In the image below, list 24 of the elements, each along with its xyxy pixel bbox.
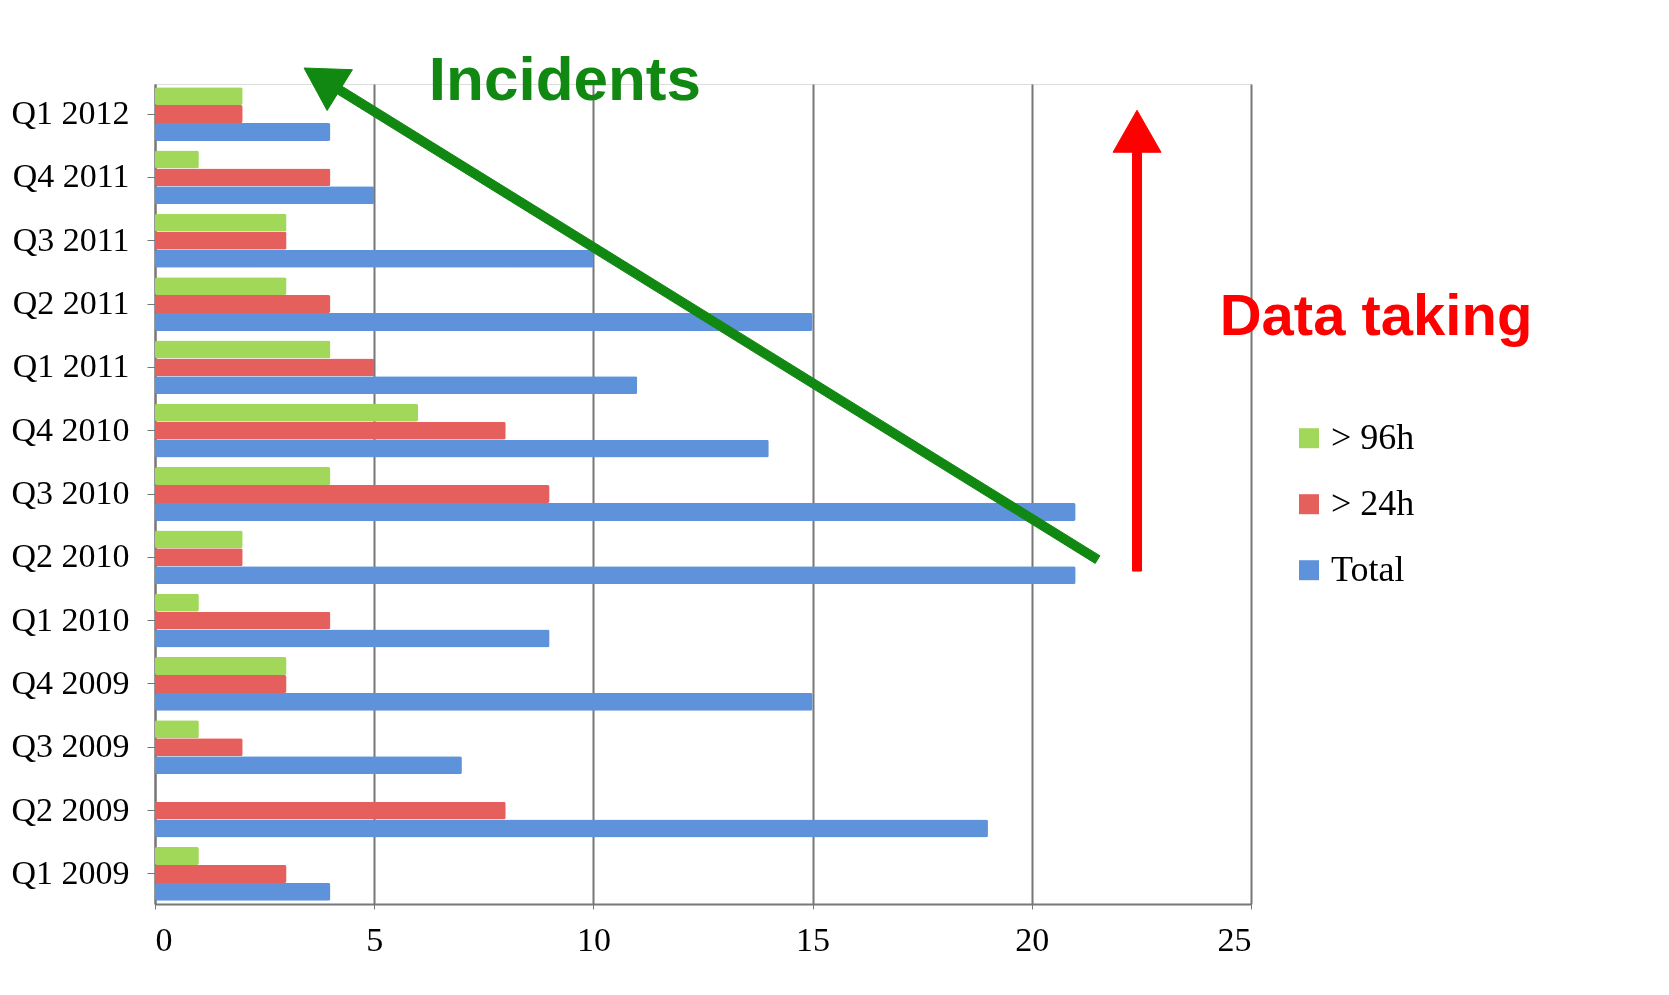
y-tick-label: Q2 2010	[11, 537, 130, 575]
y-tick-label: Q3 2009	[11, 727, 130, 765]
x-tick-label: 0	[155, 920, 173, 958]
x-tick-label: 25	[1217, 920, 1252, 958]
y-tick-label: Q1 2010	[11, 600, 130, 638]
y-tick-label: Q3 2011	[12, 220, 130, 258]
legend-label: > 96h	[1331, 417, 1415, 458]
y-tick-label: Q4 2010	[11, 410, 130, 448]
x-tick-label: 20	[1015, 920, 1050, 958]
legend-label: Total	[1331, 549, 1405, 590]
annotation: Incidents	[428, 44, 701, 113]
y-tick-label: Q3 2010	[11, 474, 130, 511]
y-tick-label: Q1 2012	[11, 94, 130, 132]
y-tick-label: Q1 2009	[11, 853, 130, 891]
y-tick-label: Q2 2009	[11, 790, 130, 828]
x-tick-label: 5	[366, 920, 384, 958]
annotation: Data taking	[1219, 281, 1533, 347]
legend-label: > 24h	[1331, 483, 1415, 524]
y-tick-label: Q4 2009	[11, 663, 130, 701]
y-tick-label: Q1 2011	[12, 347, 130, 385]
y-tick-label: Q4 2011	[12, 157, 130, 195]
y-tick-label: Q2 2011	[12, 284, 130, 322]
x-tick-label: 10	[576, 920, 611, 958]
x-tick-label: 15	[796, 920, 831, 958]
